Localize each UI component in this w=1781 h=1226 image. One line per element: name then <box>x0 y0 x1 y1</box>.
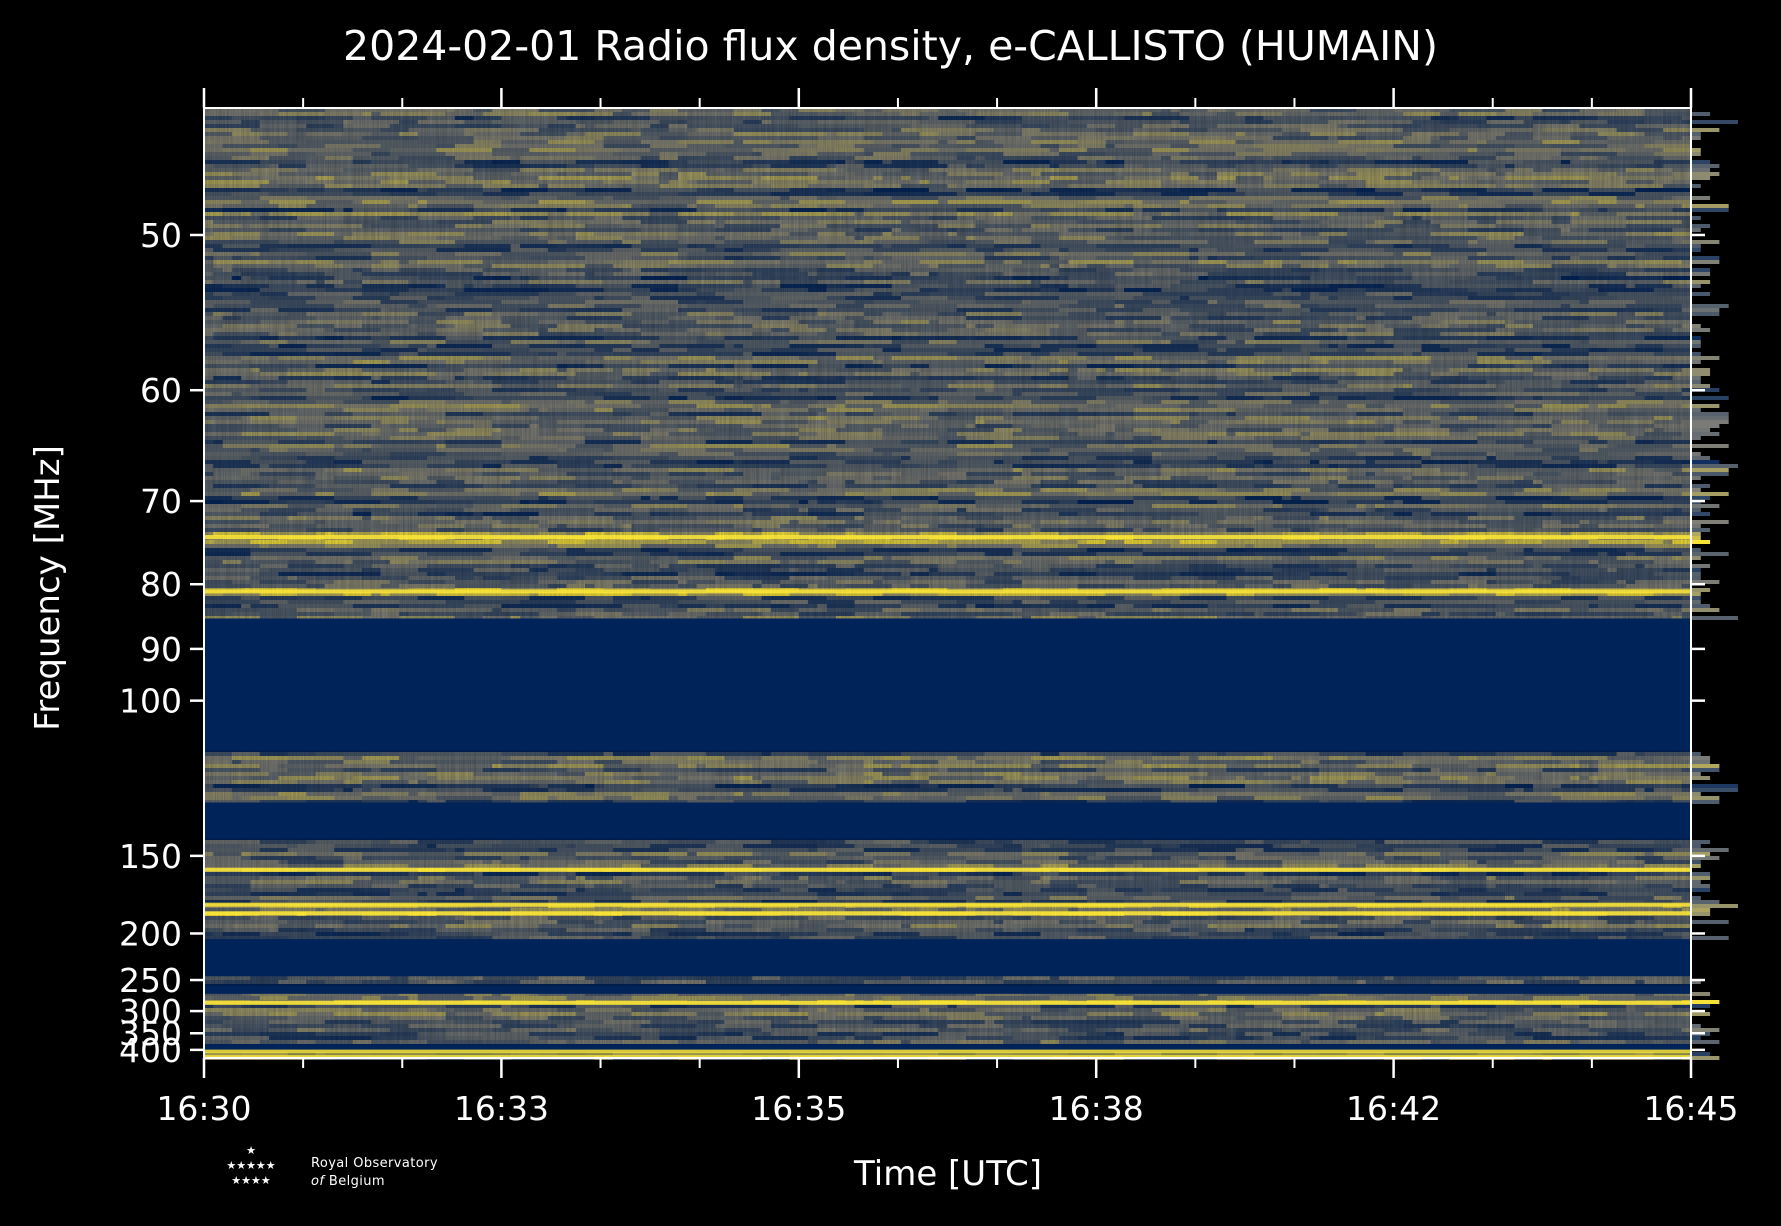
heatmap-cell <box>1681 420 1729 424</box>
heatmap <box>204 108 1738 1060</box>
heatmap-cell <box>1681 304 1729 308</box>
heatmap-cell <box>1681 372 1711 376</box>
heatmap-cell <box>1681 492 1729 496</box>
chart-title: 2024-02-01 Radio flux density, e-CALLIST… <box>343 22 1438 70</box>
heatmap-cell <box>1681 204 1729 208</box>
heatmap-cell <box>1681 120 1738 124</box>
heatmap-cell <box>1681 484 1711 488</box>
heatmap-cell <box>1681 368 1711 372</box>
heatmap-cell <box>1681 460 1720 464</box>
heatmap-cell <box>1681 396 1729 400</box>
heatmap-cell <box>1681 468 1729 472</box>
heatmap-cell <box>1681 464 1738 468</box>
heatmap-cell <box>1672 472 1729 476</box>
heatmap-cell <box>1672 356 1720 360</box>
heatmap-cell <box>1681 432 1720 436</box>
heatmap-cell <box>1681 308 1720 312</box>
heatmap-cell <box>1672 412 1729 416</box>
heatmap-cell <box>1681 404 1720 408</box>
heatmap-cell <box>1672 172 1720 176</box>
heatmap-cell <box>1681 240 1720 244</box>
heatmap-cell <box>1672 444 1729 448</box>
heatmap-cell <box>1672 416 1729 420</box>
heatmap-cell <box>1672 520 1729 524</box>
heatmap-cell <box>1681 512 1711 516</box>
heatmap-cell <box>1672 504 1720 508</box>
heatmap-cell <box>1681 268 1711 272</box>
heatmap-cell <box>1681 260 1720 264</box>
heatmap-cell <box>1672 208 1729 212</box>
